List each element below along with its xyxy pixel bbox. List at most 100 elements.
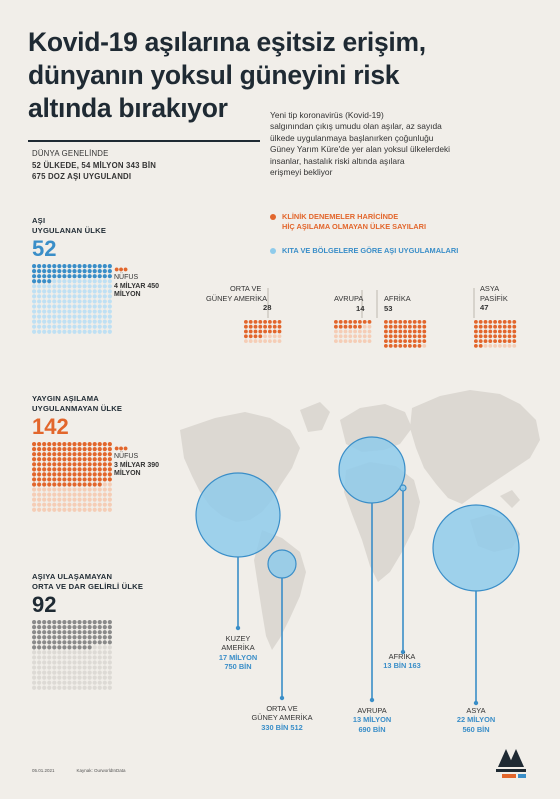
world-summary: DÜNYA GENELİNDE 52 ÜLKEDE, 54 MİLYON 343…	[32, 148, 232, 183]
dot-empty	[358, 334, 362, 339]
dot-empty	[32, 314, 37, 319]
dot-empty	[77, 279, 82, 284]
dot-filled	[102, 472, 107, 477]
dot-filled	[417, 344, 422, 348]
dot-empty	[77, 492, 82, 497]
dot-empty	[82, 492, 87, 497]
dot-empty	[102, 507, 107, 512]
dot-empty	[32, 294, 37, 299]
dot-filled	[393, 324, 398, 329]
dot-empty	[32, 309, 37, 314]
dot-empty	[82, 487, 87, 492]
dot-filled	[37, 472, 42, 477]
dot-empty	[82, 675, 87, 680]
stat-europe: AVRUPA 13 MİLYON 690 BİN	[332, 706, 412, 734]
dot-empty	[67, 294, 72, 299]
dot-empty	[92, 507, 97, 512]
dot-filled	[82, 630, 87, 635]
dot-filled	[502, 324, 507, 329]
dot-filled	[97, 452, 102, 457]
continent-asia-pacific: ASYA PASİFİK 47	[480, 284, 524, 313]
dot-filled	[102, 625, 107, 630]
dot-empty	[97, 314, 102, 319]
dot-empty	[107, 309, 112, 314]
dot-empty	[72, 497, 77, 502]
dot-empty	[37, 507, 42, 512]
dot-empty	[42, 655, 47, 660]
dot-empty	[52, 324, 57, 329]
dot-empty	[102, 294, 107, 299]
dot-empty	[343, 329, 348, 334]
dot-empty	[92, 294, 97, 299]
dot-filled	[92, 274, 97, 279]
dot-empty	[52, 309, 57, 314]
dot-empty	[77, 329, 82, 334]
dot-filled	[82, 645, 87, 650]
dot-filled	[403, 339, 407, 343]
dot-empty	[32, 497, 37, 502]
dot-empty	[244, 339, 248, 343]
dot-filled	[72, 630, 77, 635]
dot-empty	[97, 670, 102, 675]
dot-filled	[62, 269, 67, 274]
dot-filled	[32, 625, 37, 630]
dot-filled	[47, 625, 52, 630]
dot-filled	[57, 462, 62, 467]
dot-empty	[493, 344, 497, 348]
dot-filled	[507, 329, 512, 334]
dot-empty	[277, 339, 282, 343]
dot-empty	[37, 289, 42, 294]
dot-filled	[408, 344, 412, 348]
dot-empty	[107, 314, 112, 319]
dot-empty	[52, 507, 57, 512]
dot-filled	[92, 442, 97, 447]
dot-filled	[82, 442, 87, 447]
dot-empty	[42, 304, 47, 309]
dot-empty	[82, 279, 87, 284]
dot-empty	[92, 299, 97, 304]
dot-filled	[67, 630, 72, 635]
dot-filled	[42, 467, 47, 472]
dot-filled	[82, 620, 87, 625]
dot-empty	[47, 655, 52, 660]
dot-empty	[57, 314, 62, 319]
dot-filled	[37, 630, 42, 635]
dot-filled	[398, 329, 403, 334]
section-no-access: AŞIYA ULAŞAMAYAN ORTA VE DAR GELİRLİ ÜLK…	[32, 572, 143, 616]
stat-name: GÜNEY AMERİKA	[251, 713, 313, 723]
dot-empty	[62, 492, 67, 497]
dot-empty	[97, 309, 102, 314]
dot-empty	[57, 665, 62, 670]
dot-empty	[488, 344, 493, 348]
dot-empty	[334, 339, 338, 343]
dot-filled	[87, 467, 92, 472]
dot-empty	[92, 319, 97, 324]
dot-empty	[77, 502, 82, 507]
dot-empty	[47, 309, 52, 314]
dot-empty	[92, 685, 97, 690]
dot-empty	[102, 685, 107, 690]
dot-filled	[67, 472, 72, 477]
dot-filled	[42, 630, 47, 635]
dot-empty	[37, 299, 42, 304]
dot-empty	[87, 665, 92, 670]
dot-empty	[97, 294, 102, 299]
dot-empty	[102, 284, 107, 289]
dot-filled	[67, 452, 72, 457]
dot-empty	[102, 299, 107, 304]
dot-filled	[498, 320, 502, 324]
section-number: 142	[32, 414, 69, 439]
dot-filled	[77, 462, 82, 467]
dot-empty	[77, 685, 82, 690]
dot-filled	[57, 635, 62, 640]
dot-filled	[37, 274, 42, 279]
dot-empty	[42, 660, 47, 665]
dot-filled	[77, 274, 82, 279]
dot-empty	[52, 319, 57, 324]
dot-filled	[483, 334, 488, 339]
dot-filled	[388, 339, 393, 343]
dot-filled	[82, 462, 87, 467]
dot-empty	[107, 507, 112, 512]
dot-filled	[52, 264, 57, 269]
dot-filled	[474, 339, 478, 343]
